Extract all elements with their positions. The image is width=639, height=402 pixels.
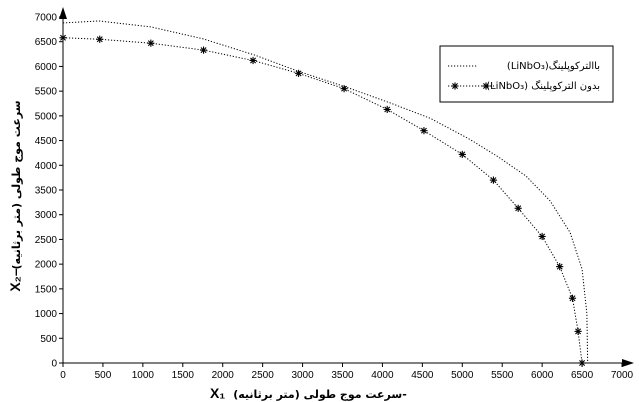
y-tick-label: 3000 (35, 210, 58, 221)
legend: (LiNbO₃)باالترکوپلینگ (LiNbO₃) بدون التر… (439, 45, 614, 103)
y-tick-label: 7000 (35, 13, 58, 24)
y-tick-label: 2500 (35, 235, 58, 246)
y-axis-arrow (59, 7, 67, 19)
legend-label-1: (LiNbO₃) بدون الترکوپلینگ (486, 80, 600, 92)
data-point-star (249, 56, 257, 65)
data-point-star (578, 359, 586, 367)
x-axis-label: سرعت موج طولی (متر برثانیه)- (233, 388, 407, 402)
x-tick-label: 5500 (491, 370, 514, 381)
x-tick-label: 3000 (291, 370, 314, 381)
data-point-star (568, 294, 577, 302)
x-tick-label: 3500 (331, 370, 354, 381)
y-tick-label: 1000 (35, 309, 58, 320)
legend-box (439, 45, 614, 103)
legend-star-markers (451, 82, 490, 90)
y-axis-label: سرعت موج طولی (متر برثانیه) (10, 100, 24, 269)
data-point-star (294, 69, 303, 77)
y-axis-title: سرعت موج طولی (متر برثانیه) X₂– (7, 100, 24, 291)
series-layer (59, 20, 589, 367)
y-tick-label: 4000 (35, 161, 58, 172)
x-tick-label: 4500 (411, 370, 434, 381)
x-axis-arrow (622, 359, 634, 367)
y-tick-label: 1500 (35, 284, 58, 295)
series-line-0 (62, 20, 589, 364)
data-point-star (556, 263, 564, 271)
data-point-star (420, 127, 428, 135)
y-tick-label: 4500 (35, 136, 58, 147)
y-tick-label: 3500 (35, 186, 58, 197)
data-point-star (574, 327, 582, 335)
data-point-star (340, 85, 348, 93)
legend-star (451, 82, 459, 90)
data-point-star (59, 34, 67, 42)
data-point-star (147, 39, 155, 47)
y-tick-label: 500 (40, 334, 57, 345)
x-tick-label: 6500 (571, 370, 594, 381)
x-tick-label: 2500 (252, 370, 275, 381)
y-tick-label: 5500 (35, 87, 58, 98)
x-axis-title: سرعت موج طولی (متر برثانیه)- X₁ (210, 385, 407, 402)
data-point-star (96, 35, 104, 43)
y-tick-label: 6500 (35, 37, 58, 48)
x-tick-label: 5000 (451, 370, 474, 381)
data-point-star (458, 150, 466, 159)
data-point-star (489, 176, 498, 184)
x-axis-symbol: X₁ (210, 385, 225, 401)
x-tick-label: 2000 (212, 370, 235, 381)
y-tick-label: 5000 (35, 111, 58, 122)
data-point-star (514, 204, 522, 212)
x-tick-label: 500 (95, 370, 112, 381)
data-point-star (199, 46, 208, 54)
y-tick-label: 6000 (35, 62, 58, 73)
x-tick-label: 7000 (611, 370, 634, 381)
series-line-1 (62, 37, 583, 364)
x-tick-label: 4000 (371, 370, 394, 381)
x-tick-label: 1500 (172, 370, 195, 381)
data-point-star (538, 232, 546, 241)
x-tick-label: 1000 (132, 370, 155, 381)
legend-label-0: (LiNbO₃)باالترکوپلینگ (507, 60, 600, 72)
y-axis-symbol: X₂– (7, 268, 23, 292)
axes-layer: 0 500 1000 1500 2000 2500 3000 3500 4000 4500 5000… (35, 7, 634, 381)
x-tick-label: 6000 (531, 370, 554, 381)
y-tick-label: 2000 (35, 260, 58, 271)
x-tick-label: 0 (60, 370, 66, 381)
y-tick-label: 0 (51, 359, 57, 370)
data-point-star (383, 105, 391, 114)
legend-star (482, 82, 490, 90)
